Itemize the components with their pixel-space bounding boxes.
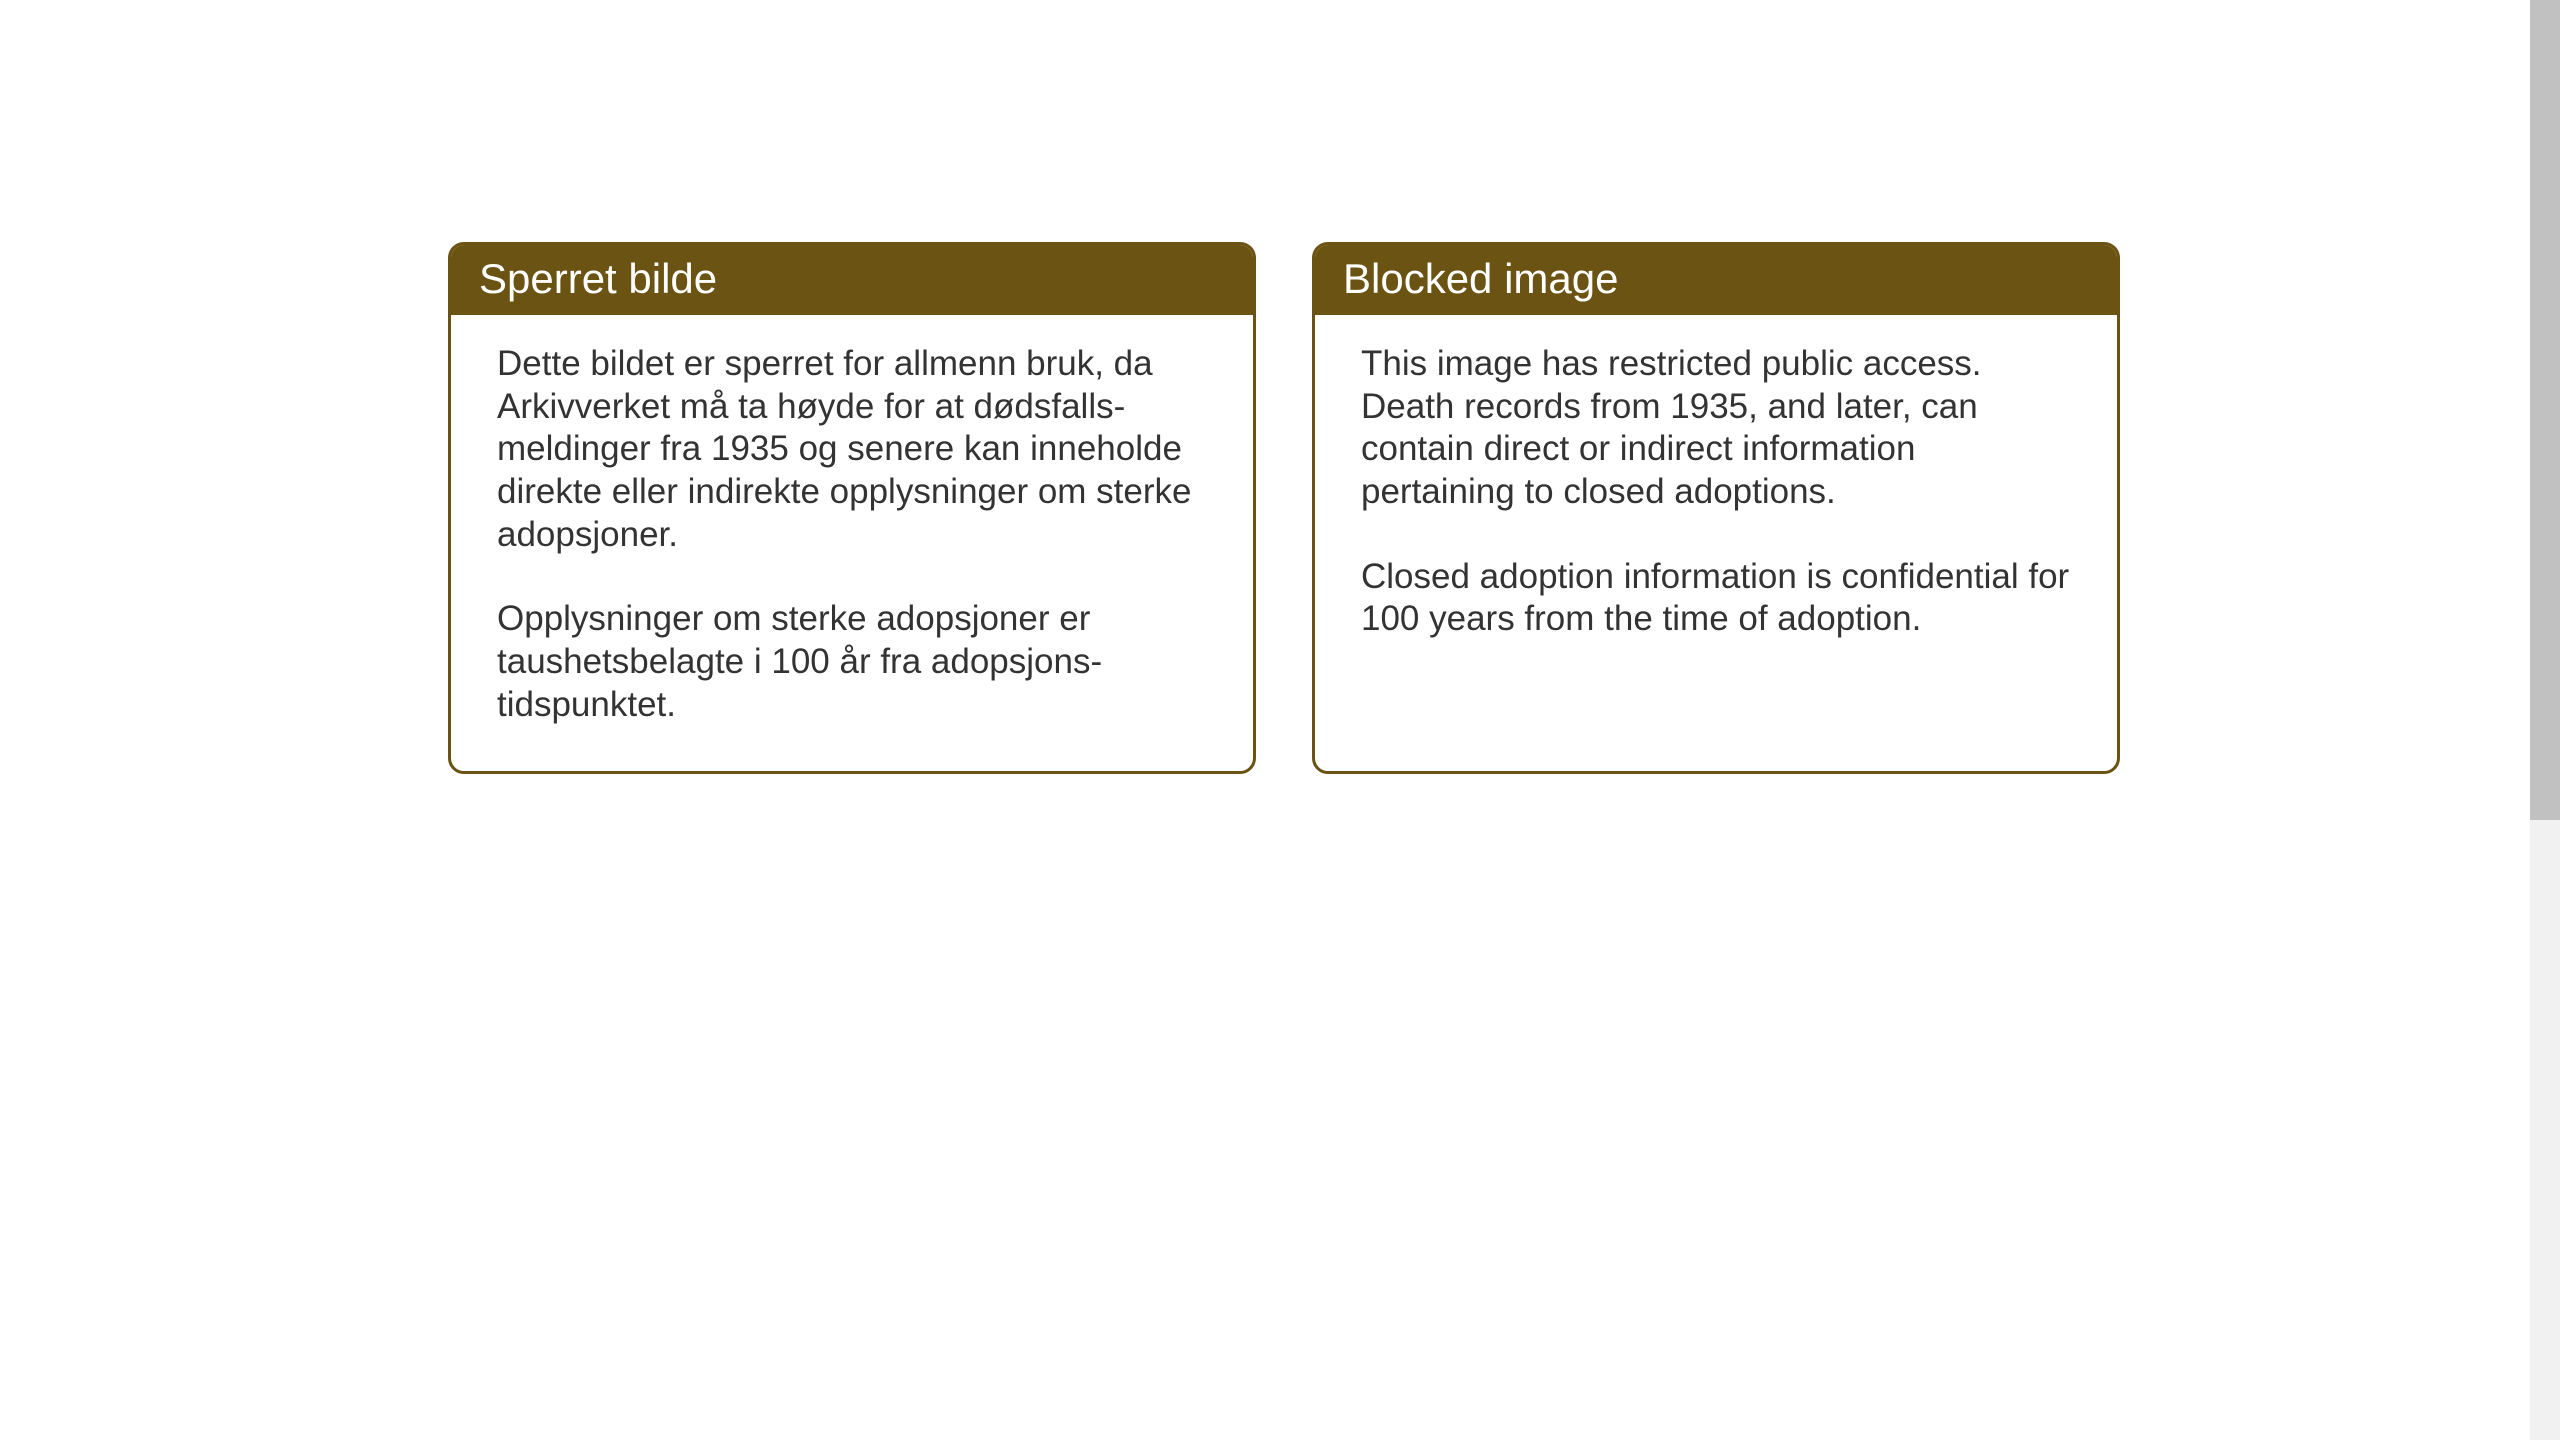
scrollbar-track[interactable] <box>2530 0 2560 1440</box>
scrollbar-thumb[interactable] <box>2530 0 2560 820</box>
english-paragraph-1: This image has restricted public access.… <box>1361 343 2071 514</box>
norwegian-card-title: Sperret bilde <box>451 245 1253 315</box>
english-paragraph-2: Closed adoption information is confident… <box>1361 556 2071 641</box>
english-card-title: Blocked image <box>1315 245 2117 315</box>
info-cards-container: Sperret bilde Dette bildet er sperret fo… <box>448 242 2120 774</box>
norwegian-card: Sperret bilde Dette bildet er sperret fo… <box>448 242 1256 774</box>
english-card: Blocked image This image has restricted … <box>1312 242 2120 774</box>
norwegian-paragraph-1: Dette bildet er sperret for allmenn bruk… <box>497 343 1207 556</box>
norwegian-paragraph-2: Opplysninger om sterke adopsjoner er tau… <box>497 598 1207 726</box>
english-card-body: This image has restricted public access.… <box>1315 315 2117 685</box>
norwegian-card-body: Dette bildet er sperret for allmenn bruk… <box>451 315 1253 771</box>
